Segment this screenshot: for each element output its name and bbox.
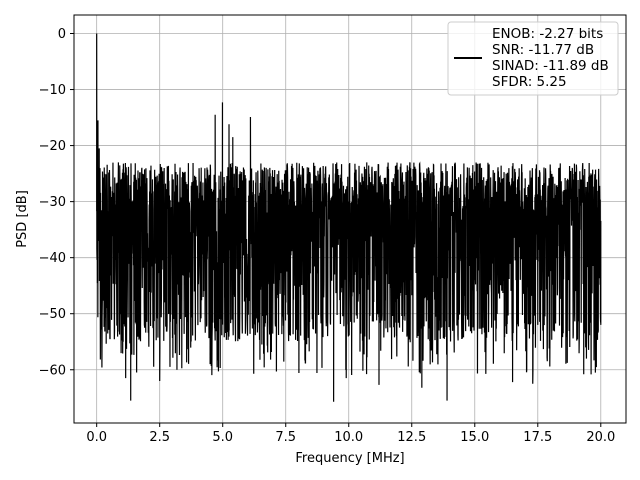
y-tick-label: −20 — [39, 139, 66, 154]
x-tick-label: 20.0 — [586, 430, 615, 445]
x-axis-label: Frequency [MHz] — [295, 451, 404, 466]
y-tick-label: −30 — [39, 195, 66, 210]
x-tick-label: 0.0 — [86, 430, 107, 445]
x-tick-label: 15.0 — [460, 430, 489, 445]
y-tick-label: −50 — [39, 307, 66, 322]
x-tick-label: 5.0 — [212, 430, 233, 445]
legend-sinad: SINAD: -11.89 dB — [492, 58, 609, 74]
y-axis-label: PSD [dB] — [15, 190, 30, 248]
x-tick-label: 2.5 — [149, 430, 170, 445]
legend-snr: SNR: -11.77 dB — [492, 42, 594, 58]
plot-area — [96, 33, 602, 402]
legend-enob: ENOB: -2.27 bits — [492, 26, 603, 42]
y-tick-label: −40 — [39, 251, 66, 266]
x-tick-label: 17.5 — [523, 430, 552, 445]
legend: ENOB: -2.27 bits SNR: -11.77 dB SINAD: -… — [447, 21, 619, 96]
x-tick-label: 12.5 — [397, 430, 426, 445]
psd-trace — [96, 33, 602, 402]
legend-sfdr: SFDR: 5.25 — [492, 74, 567, 90]
y-tick-label: −10 — [39, 83, 66, 98]
legend-box — [447, 21, 619, 96]
x-tick-label: 10.0 — [334, 430, 363, 445]
y-tick-label: −60 — [39, 363, 66, 378]
axes-frame — [73, 14, 627, 424]
axis-ticks: 0.0 2.5 5.0 7.5 10.0 12.5 15.0 17.5 20.0 0 −10 −20 −… — [39, 27, 616, 445]
x-tick-label: 7.5 — [275, 430, 296, 445]
y-tick-label: 0 — [58, 27, 66, 42]
